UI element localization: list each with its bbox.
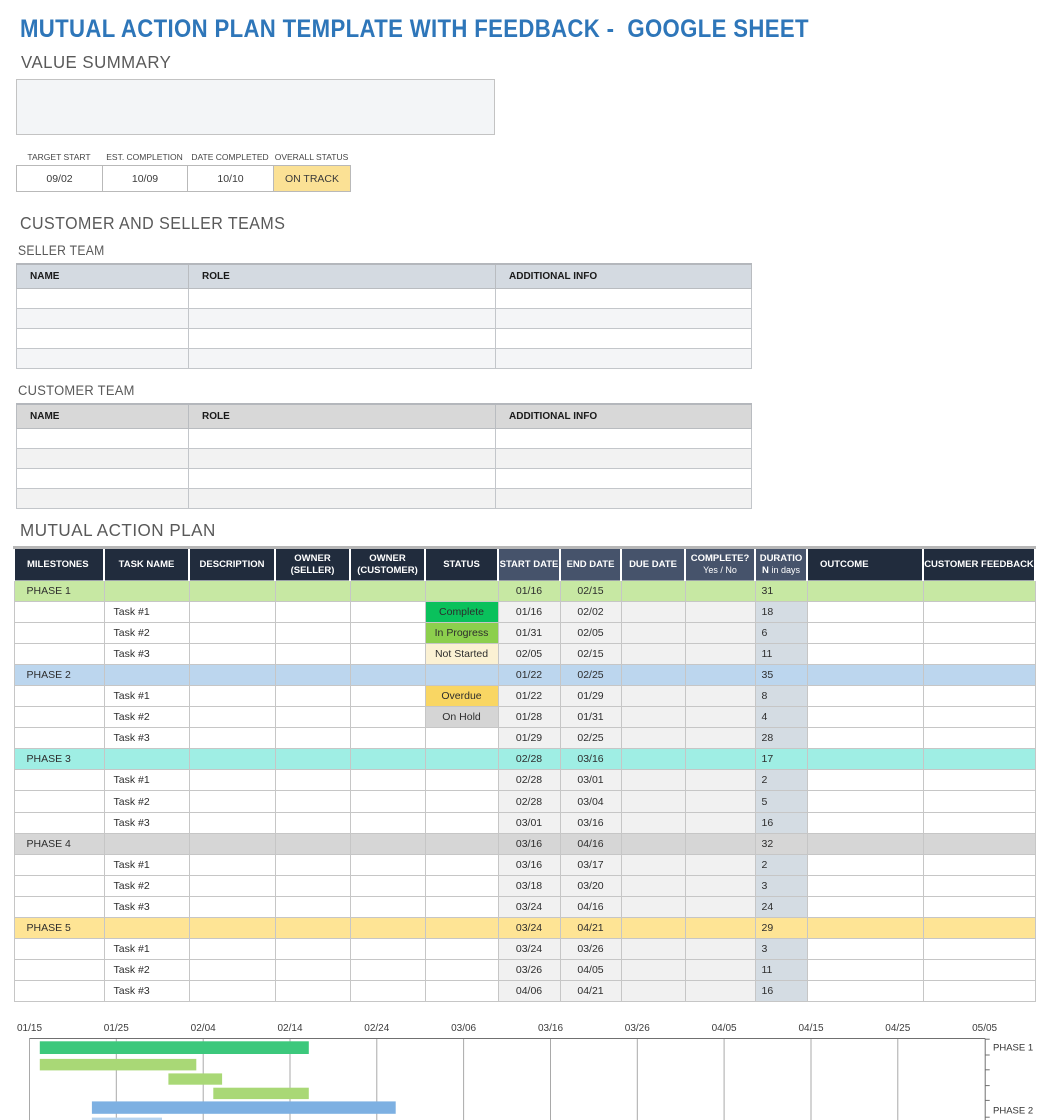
- svg-text:PHASE 2: PHASE 2: [993, 1106, 1033, 1117]
- svg-text:01/25: 01/25: [104, 1023, 129, 1034]
- svg-text:PHASE 1: PHASE 1: [993, 1043, 1033, 1054]
- svg-text:02/14: 02/14: [277, 1023, 302, 1034]
- svg-text:03/16: 03/16: [538, 1023, 563, 1034]
- svg-text:05/05: 05/05: [972, 1023, 997, 1034]
- svg-text:03/26: 03/26: [625, 1023, 650, 1034]
- svg-text:04/15: 04/15: [798, 1023, 823, 1034]
- svg-text:03/06: 03/06: [451, 1023, 476, 1034]
- svg-text:02/24: 02/24: [364, 1023, 389, 1034]
- svg-text:02/04: 02/04: [191, 1023, 216, 1034]
- svg-text:01/15: 01/15: [17, 1023, 42, 1034]
- svg-text:04/05: 04/05: [712, 1023, 737, 1034]
- svg-text:04/25: 04/25: [885, 1023, 910, 1034]
